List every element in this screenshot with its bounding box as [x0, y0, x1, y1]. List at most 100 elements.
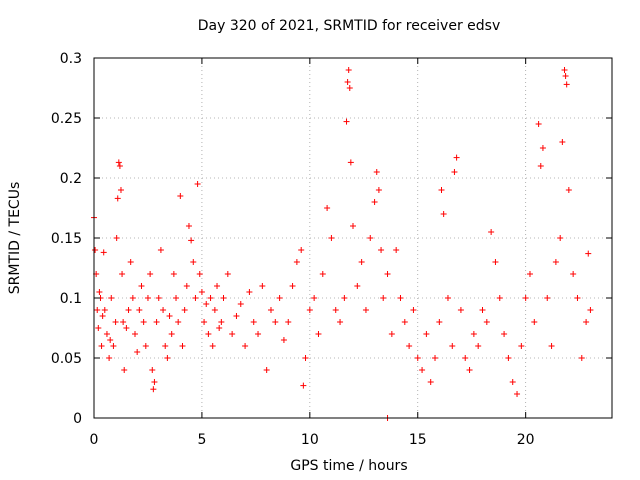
data-point — [341, 295, 348, 301]
data-point — [462, 355, 469, 361]
data-point — [250, 319, 257, 325]
data-point — [449, 343, 456, 349]
data-point — [194, 181, 201, 187]
data-point — [179, 343, 186, 349]
data-point — [384, 271, 391, 277]
data-point — [427, 379, 434, 385]
data-point — [380, 295, 387, 301]
y-tick-label: 0.3 — [60, 51, 82, 67]
data-point — [255, 331, 262, 337]
data-point — [120, 319, 127, 325]
x-axis-label: GPS time / hours — [290, 458, 407, 474]
data-point — [300, 382, 307, 389]
data-point — [185, 223, 192, 229]
data-point — [216, 325, 223, 331]
data-point — [306, 307, 313, 313]
data-point — [192, 295, 199, 301]
y-tick-label: 0.2 — [60, 171, 82, 187]
data-point — [175, 319, 182, 325]
data-point — [501, 331, 508, 337]
data-point — [103, 331, 110, 337]
data-point — [451, 169, 458, 175]
data-point — [117, 187, 124, 193]
data-point — [470, 331, 477, 337]
data-point — [127, 259, 134, 265]
data-point — [115, 159, 122, 166]
data-point — [209, 343, 216, 349]
data-point — [196, 271, 203, 277]
y-tick-label: 0.25 — [51, 111, 82, 127]
x-tick-label: 5 — [197, 432, 206, 448]
data-point — [229, 331, 236, 337]
data-point — [116, 163, 123, 169]
data-point — [440, 211, 447, 217]
data-point — [514, 391, 521, 397]
data-point — [432, 355, 439, 361]
data-point — [153, 319, 160, 325]
data-point — [354, 283, 361, 289]
y-axis-label: SRMTID / TECUs — [7, 182, 23, 295]
data-point — [129, 295, 136, 301]
data-point — [302, 355, 309, 361]
data-point — [166, 313, 173, 319]
data-point — [332, 307, 339, 313]
data-point — [311, 295, 318, 301]
data-point — [544, 295, 551, 301]
data-point — [99, 313, 106, 319]
data-point — [107, 337, 114, 343]
data-point — [393, 247, 400, 253]
data-point — [587, 307, 594, 313]
data-point — [132, 331, 139, 337]
data-point — [410, 307, 417, 313]
data-point — [218, 319, 225, 325]
data-point — [177, 193, 184, 199]
data-point — [272, 319, 279, 325]
data-point — [237, 301, 244, 307]
data-point — [583, 319, 590, 325]
y-tick-label: 0.05 — [51, 351, 82, 367]
data-point — [94, 307, 101, 313]
data-point — [233, 313, 240, 319]
data-point — [157, 247, 164, 253]
data-point — [444, 295, 451, 301]
data-point — [125, 307, 132, 313]
data-point — [483, 319, 490, 325]
data-point — [134, 349, 141, 355]
data-point — [96, 289, 103, 295]
x-tick-label: 20 — [517, 432, 535, 448]
x-tick-label: 0 — [90, 432, 99, 448]
data-point — [293, 259, 300, 265]
data-point — [535, 121, 542, 127]
data-point — [347, 159, 354, 166]
data-point — [123, 325, 130, 331]
data-point — [337, 319, 344, 325]
data-point — [548, 343, 555, 349]
y-axis-ticks: 0 0.05 0.1 0.15 0.2 0.25 0.3 — [51, 51, 612, 427]
y-tick-label: 0.15 — [51, 231, 82, 247]
data-point — [298, 247, 305, 253]
data-point — [324, 205, 331, 211]
data-point — [207, 295, 214, 301]
data-point — [371, 199, 378, 205]
data-point — [162, 343, 169, 349]
data-point — [95, 325, 102, 331]
data-point — [263, 367, 270, 373]
data-point — [114, 195, 121, 202]
data-points — [91, 67, 594, 421]
y-tick-label: 0 — [73, 411, 82, 427]
data-point — [164, 355, 171, 361]
data-point — [344, 79, 351, 85]
data-point — [220, 295, 227, 301]
data-point — [259, 283, 266, 289]
data-point — [574, 295, 581, 301]
data-point — [509, 379, 516, 385]
data-point — [375, 187, 382, 193]
data-point — [155, 295, 162, 301]
data-point — [466, 367, 473, 373]
data-point — [110, 343, 117, 349]
data-point — [559, 139, 566, 145]
data-point — [328, 235, 335, 241]
data-point — [319, 271, 326, 277]
data-point — [505, 355, 512, 361]
